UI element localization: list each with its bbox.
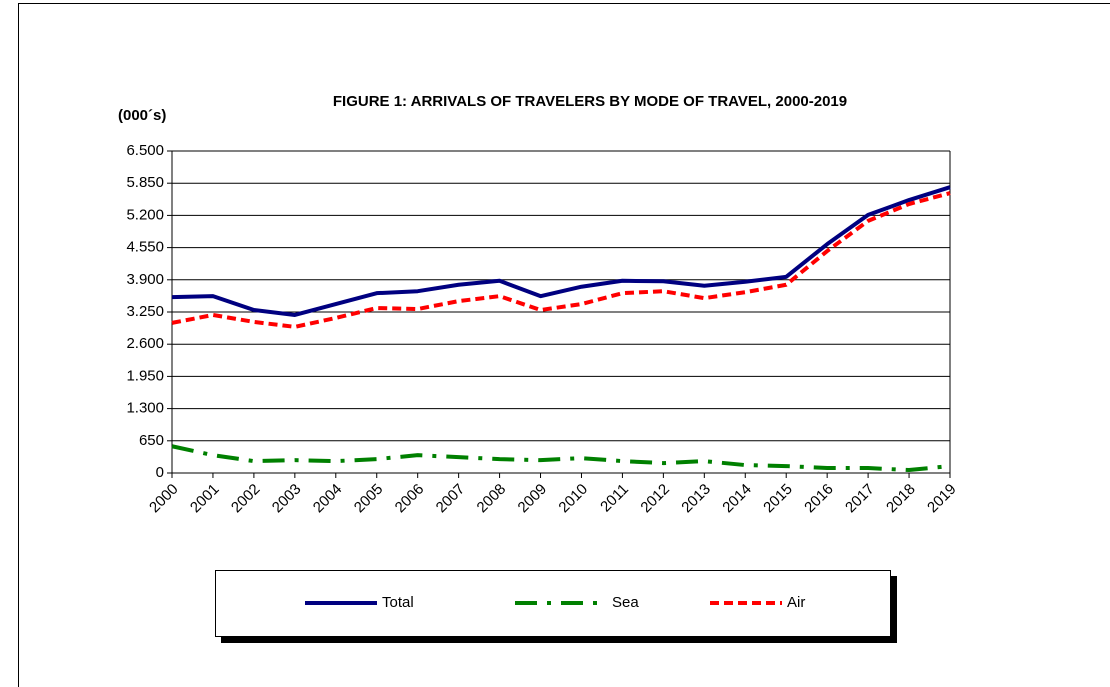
x-tick-label: 2001: [187, 481, 223, 517]
x-tick-label: 2009: [515, 481, 551, 517]
series-line: [171, 444, 951, 473]
x-tick-label: 2011: [597, 481, 632, 516]
y-tick-label: 0: [156, 464, 164, 481]
y-tick-label: 2.600: [126, 335, 164, 352]
x-tick-label: 2018: [883, 481, 919, 517]
x-tick-label: 2006: [392, 481, 428, 517]
y-tick-label: 3.250: [126, 303, 164, 320]
y-tick-label: 1.300: [126, 400, 164, 417]
series-line: [171, 191, 951, 329]
chart-title: FIGURE 1: ARRIVALS OF TRAVELERS BY MODE …: [333, 93, 847, 110]
x-tick-label: 2012: [637, 481, 673, 517]
x-tick-label: 2017: [842, 481, 878, 517]
y-tick-label: 650: [139, 432, 164, 449]
y-tick-label: 4.550: [126, 239, 164, 256]
series-line: [171, 185, 951, 317]
x-tick-label: 2000: [146, 481, 182, 517]
x-tick-label: 2014: [719, 481, 755, 517]
legend-label: Sea: [612, 594, 639, 611]
y-tick-label: 3.900: [126, 271, 164, 288]
x-tick-label: 2007: [433, 481, 469, 517]
y-tick-label: 5.200: [126, 206, 164, 223]
x-tick-label: 2015: [760, 481, 796, 517]
legend-label: Total: [382, 594, 414, 611]
x-tick-label: 2013: [678, 481, 714, 517]
x-tick-label: 2008: [474, 481, 510, 517]
x-tick-label: 2005: [351, 481, 387, 517]
x-tick-label: 2004: [310, 481, 346, 517]
chart-frame: [18, 3, 1110, 687]
y-tick-label: 5.850: [126, 174, 164, 191]
x-tick-label: 2019: [924, 481, 960, 517]
legend-label: Air: [787, 594, 805, 611]
x-tick-label: 2016: [801, 481, 837, 517]
y-axis-label: (000´s): [118, 107, 166, 124]
x-tick-label: 2003: [269, 481, 305, 517]
y-tick-label: 1.950: [126, 367, 164, 384]
x-tick-label: 2010: [555, 481, 591, 517]
y-tick-label: 6.500: [126, 142, 164, 159]
x-tick-label: 2002: [228, 481, 264, 517]
